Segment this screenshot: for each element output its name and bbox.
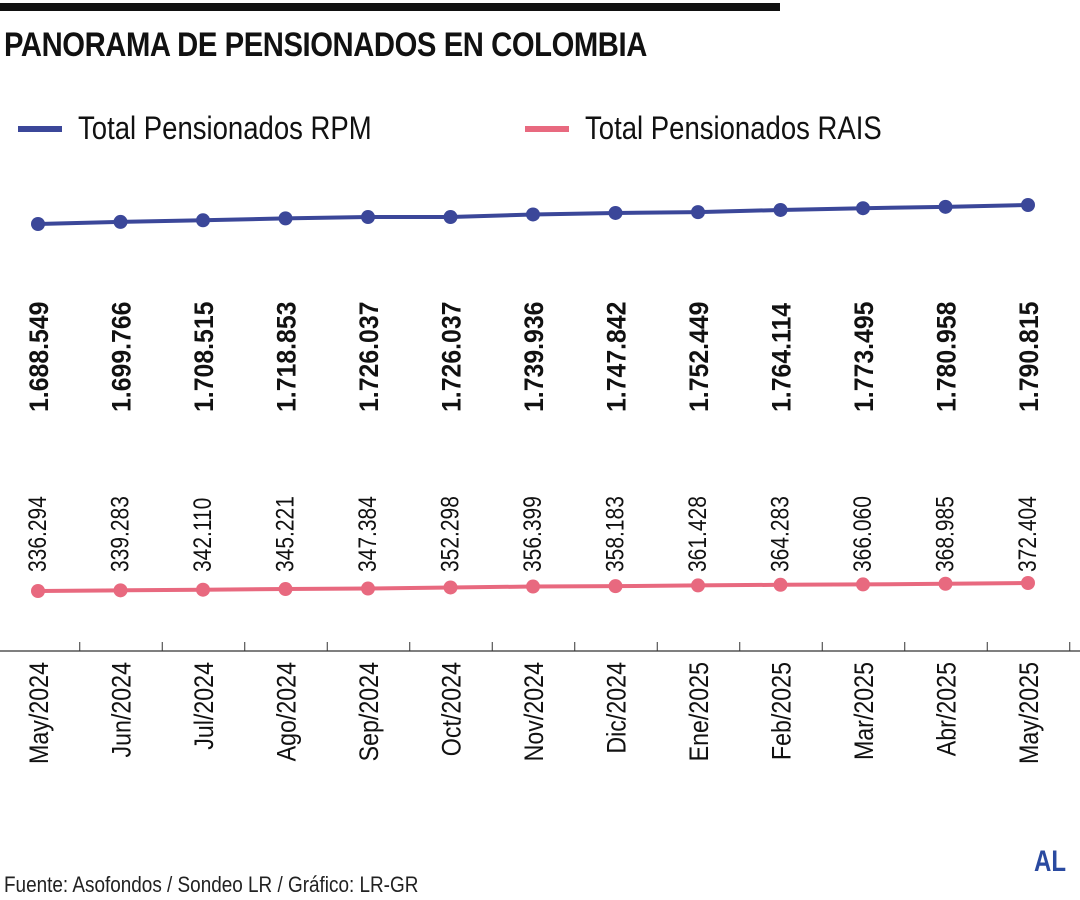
data-point (526, 579, 540, 594)
data-label: 352.298 (436, 496, 464, 572)
legend-swatch-rais (525, 125, 569, 132)
data-point (608, 579, 623, 594)
legend-swatch-rpm (18, 125, 62, 132)
data-point (938, 199, 953, 214)
x-tick-label: May/2024 (24, 662, 54, 764)
data-point (938, 576, 953, 591)
data-label: 1.718.853 (273, 302, 302, 412)
data-label: 1.739.936 (520, 302, 549, 412)
data-point (1021, 198, 1035, 212)
data-label: 1.699.766 (108, 302, 137, 412)
data-point (526, 207, 540, 222)
data-label: 358.183 (601, 496, 629, 572)
x-tick-label: Mar/2025 (849, 662, 879, 760)
chart-title: PANORAMA DE PENSIONADOS EN COLOMBIA (4, 26, 647, 64)
x-tick-label: Ene/2025 (684, 662, 714, 761)
data-label: 1.780.958 (933, 302, 962, 412)
legend-item-rpm: Total Pensionados RPM (18, 110, 420, 147)
data-point (196, 213, 210, 228)
data-point (856, 201, 870, 216)
data-point (443, 210, 458, 225)
legend-label-rais: Total Pensionados RAIS (585, 110, 882, 146)
data-point (691, 205, 705, 220)
data-label: 1.752.449 (685, 302, 714, 412)
data-point (443, 580, 458, 595)
data-point (31, 584, 45, 598)
x-tick-label: Feb/2025 (767, 662, 797, 760)
data-label: 339.283 (106, 496, 134, 572)
x-tick-label: Abr/2025 (932, 662, 962, 756)
x-tick-label: Ago/2024 (272, 662, 302, 761)
data-label: 1.747.842 (603, 302, 632, 412)
data-label: 1.708.515 (190, 302, 219, 412)
series-rais: 336.294 339.283 342.110 345.221 347.384 352.2… (23, 496, 1041, 598)
data-point (278, 582, 293, 597)
legend-item-rais: Total Pensionados RAIS (525, 110, 930, 147)
data-label: 1.726.037 (355, 302, 384, 412)
x-tick-label: Dic/2024 (602, 662, 632, 754)
data-label: 368.985 (931, 496, 959, 572)
data-label: 356.399 (518, 496, 546, 572)
data-label: 336.294 (23, 496, 51, 572)
x-axis: May/2024 Jun/2024 Jul/2024 Ago/2024 Sep/2024… (0, 642, 1080, 764)
data-label: 1.773.495 (850, 302, 879, 412)
data-point (361, 210, 375, 225)
data-label: 1.688.549 (25, 302, 54, 412)
x-tick-label: Sep/2024 (354, 662, 384, 761)
data-point (856, 577, 870, 592)
data-label: 372.404 (1013, 496, 1041, 572)
data-label: 345.221 (271, 496, 299, 572)
data-point (31, 217, 45, 231)
data-label: 364.283 (766, 496, 794, 572)
data-point (278, 211, 293, 226)
source-note: Fuente: Asofondos / Sondeo LR / Gráfico:… (4, 872, 419, 897)
data-label: 1.790.815 (1015, 302, 1044, 412)
x-tick-label: Nov/2024 (519, 662, 549, 761)
series-rpm: 1.688.549 1.699.766 1.708.515 1.718.853 1.72… (25, 198, 1044, 412)
data-point (113, 583, 128, 598)
data-point (361, 581, 375, 596)
top-rule (0, 3, 780, 11)
x-tick-label: Oct/2024 (437, 662, 467, 756)
data-label: 1.764.114 (768, 302, 797, 412)
data-label: 361.428 (683, 496, 711, 572)
data-point (691, 578, 705, 593)
data-label: 1.726.037 (438, 302, 467, 412)
data-label: 347.384 (353, 496, 381, 572)
data-point (1021, 576, 1035, 590)
x-tick-label: Jun/2024 (107, 662, 137, 758)
data-label: 366.060 (848, 496, 876, 572)
data-point (773, 577, 788, 592)
data-point (773, 202, 788, 217)
brand-logo: AL (1034, 845, 1066, 878)
x-tick-label: May/2025 (1014, 662, 1044, 764)
data-point (196, 582, 210, 597)
legend-label-rpm: Total Pensionados RPM (78, 110, 372, 146)
data-label: 342.110 (188, 498, 216, 572)
data-point (113, 214, 128, 229)
data-point (608, 205, 623, 220)
x-tick-label: Jul/2024 (189, 662, 219, 750)
